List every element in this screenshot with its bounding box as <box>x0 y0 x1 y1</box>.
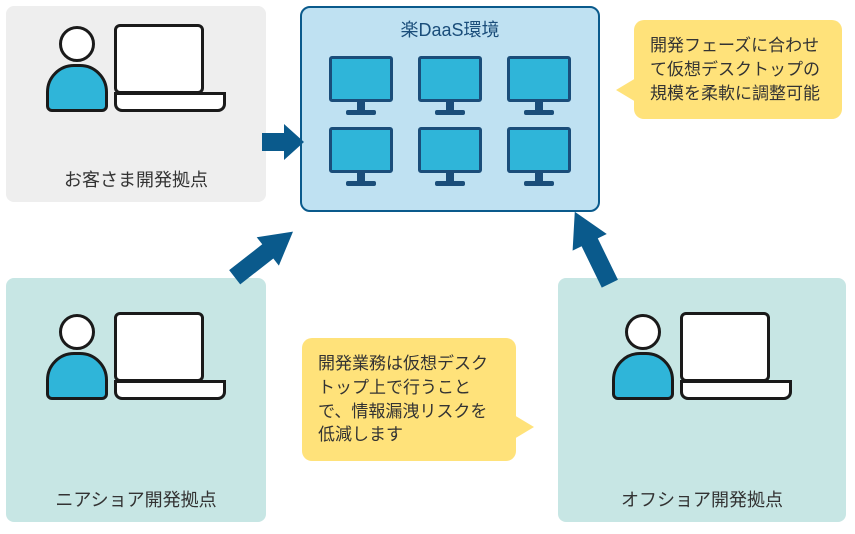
monitor-grid <box>302 50 598 194</box>
arrow-nearshore-to-daas <box>222 212 312 292</box>
laptop-icon <box>114 24 226 112</box>
person-icon <box>46 314 108 400</box>
callout-tail-icon <box>616 78 636 102</box>
site-customer-label: お客さま開発拠点 <box>6 166 266 192</box>
callout-scale-text: 開発フェーズに合わせて仮想デスクトップの規模を柔軟に調整可能 <box>650 36 820 103</box>
arrow-customer-to-daas <box>262 120 306 164</box>
monitor-icon <box>413 56 486 115</box>
site-nearshore-icons <box>6 312 266 400</box>
daas-title: 楽DaaS環境 <box>302 16 598 42</box>
site-customer-icons <box>6 24 266 112</box>
callout-scale: 開発フェーズに合わせて仮想デスクトップの規模を柔軟に調整可能 <box>634 20 842 119</box>
monitor-icon <box>413 127 486 186</box>
monitor-icon <box>324 56 397 115</box>
monitor-icon <box>503 56 576 115</box>
site-nearshore: ニアショア開発拠点 <box>6 278 266 522</box>
monitor-icon <box>503 127 576 186</box>
site-nearshore-label: ニアショア開発拠点 <box>6 486 266 512</box>
laptop-icon <box>680 312 792 400</box>
site-customer: お客さま開発拠点 <box>6 6 266 202</box>
person-icon <box>46 26 108 112</box>
site-offshore-label: オフショア開発拠点 <box>558 486 846 512</box>
daas-environment: 楽DaaS環境 <box>300 6 600 212</box>
monitor-icon <box>324 127 397 186</box>
site-offshore-icons <box>558 312 846 400</box>
site-offshore: オフショア開発拠点 <box>558 278 846 522</box>
arrow-offshore-to-daas <box>546 200 636 290</box>
callout-security: 開発業務は仮想デスクトップ上で行うことで、情報漏洩リスクを低減します <box>302 338 516 461</box>
laptop-icon <box>114 312 226 400</box>
callout-tail-icon <box>514 415 534 439</box>
person-icon <box>612 314 674 400</box>
callout-security-text: 開発業務は仮想デスクトップ上で行うことで、情報漏洩リスクを低減します <box>318 354 488 444</box>
